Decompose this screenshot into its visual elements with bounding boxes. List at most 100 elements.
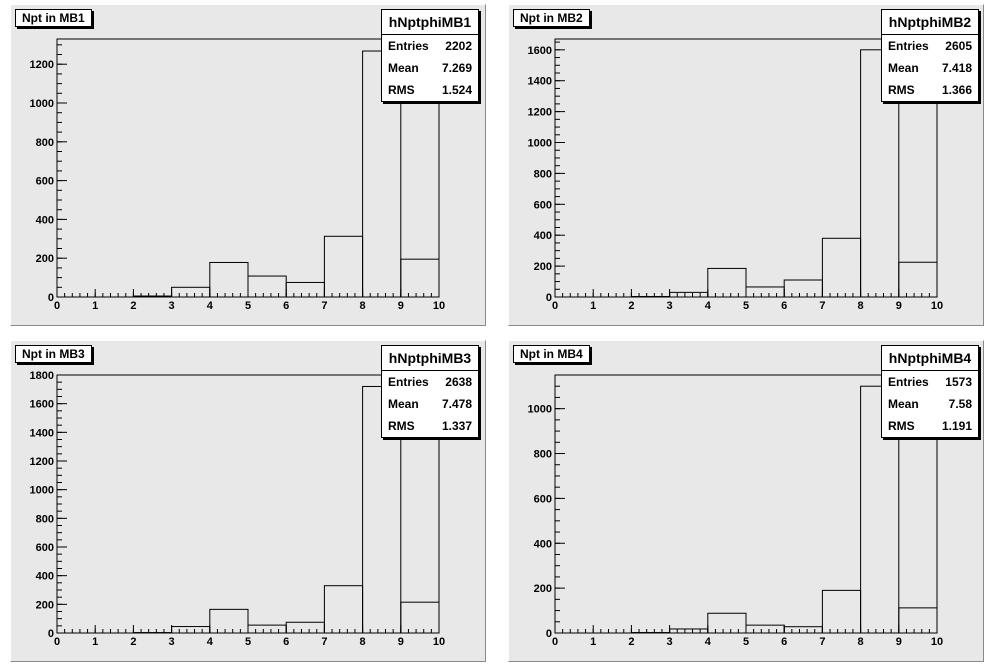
x-tick-label: 6	[781, 636, 787, 648]
x-tick-label: 2	[628, 636, 634, 648]
x-tick-label: 4	[705, 636, 712, 648]
histogram-bar	[209, 261, 249, 298]
x-tick-label: 1	[92, 300, 98, 312]
y-tick-label: 200	[36, 599, 54, 611]
y-tick-label: 200	[36, 253, 54, 265]
x-tick-label: 6	[283, 300, 289, 312]
histogram-bar	[860, 385, 900, 634]
stats-rms-label: RMS	[388, 83, 415, 97]
stats-rms-row: RMS 1.337	[382, 415, 478, 437]
histogram-pad-mb2: 0 1 2 3 4 5 6 7 8 9 10 0 200 400 600 800 1000 1200 1400 160…	[508, 4, 984, 326]
stats-entries-label: Entries	[888, 375, 929, 389]
histogram-bar	[669, 628, 709, 634]
histogram-title: Npt in MB3	[15, 345, 92, 363]
x-tick-label: 8	[858, 300, 864, 312]
x-tick-label: 8	[360, 300, 366, 312]
x-tick-label: 7	[321, 636, 327, 648]
histogram-pad-mb1: 0 1 2 3 4 5 6 7 8 9 10 0 200 400 600 800 1000 1200 Npt in…	[10, 4, 486, 326]
y-tick-label: 0	[546, 628, 552, 640]
y-tick-label: 400	[534, 230, 552, 242]
x-tick-label: 7	[819, 300, 825, 312]
histogram-pad-mb3: 0 1 2 3 4 5 6 7 8 9 10 0 200 400 600 800 1000 1200 1400 160…	[10, 340, 486, 662]
y-tick-label: 1200	[30, 456, 54, 468]
stats-entries-row: Entries 1573	[882, 371, 978, 393]
histogram-title: Npt in MB4	[513, 345, 590, 363]
plot-frame	[554, 374, 938, 634]
y-tick-label: 1400	[30, 427, 54, 439]
y-tick-label: 1600	[30, 399, 54, 411]
x-tick-label: 3	[667, 636, 673, 648]
y-tick-label: 0	[48, 292, 54, 304]
histogram-plot-mb2: 0 1 2 3 4 5 6 7 8 9 10 0 200 400 600 800 1000 1200 1400 160…	[528, 38, 943, 312]
x-tick-label: 0	[552, 636, 558, 648]
x-tick-label: 1	[590, 300, 596, 312]
x-tick-label: 2	[628, 300, 634, 312]
x-tick-label: 5	[743, 300, 749, 312]
stats-entries-row: Entries 2202	[382, 35, 478, 57]
histogram-bar	[400, 601, 440, 634]
x-tick-label: 3	[169, 636, 175, 648]
x-tick-label: 7	[819, 636, 825, 648]
histogram-bar	[898, 607, 938, 634]
stats-entries-row: Entries 2605	[882, 35, 978, 57]
x-tick-label: 6	[283, 636, 289, 648]
x-tick-label: 0	[54, 636, 60, 648]
stats-entries-value: 2605	[945, 39, 972, 53]
y-tick-label: 0	[546, 292, 552, 304]
y-tick-label: 400	[534, 538, 552, 550]
stats-rms-label: RMS	[888, 83, 915, 97]
histogram-bar	[323, 235, 364, 298]
x-tick-label: 9	[896, 300, 902, 312]
y-tick-label: 0	[48, 628, 54, 640]
stats-box: hNptphiMB1 Entries 2202 Mean 7.269 RMS 1.52…	[381, 9, 479, 102]
stats-mean-row: Mean 7.478	[382, 393, 478, 415]
y-tick-label: 800	[534, 449, 552, 461]
histogram-bar	[669, 291, 709, 298]
histogram-plot-mb3: 0 1 2 3 4 5 6 7 8 9 10 0 200 400 600 800 1000 1200 1400 160…	[30, 370, 446, 648]
histogram-bar	[860, 49, 900, 298]
stats-mean-label: Mean	[888, 397, 919, 411]
stats-rms-value: 1.524	[441, 83, 472, 97]
x-tick-label: 9	[398, 636, 404, 648]
y-tick-label: 1000	[30, 98, 54, 110]
histogram-bar	[783, 279, 823, 298]
histogram-bar	[783, 626, 823, 634]
y-tick-label: 800	[534, 168, 552, 180]
stats-histogram-name: hNptphiMB3	[382, 346, 478, 371]
stats-rms-value: 1.366	[941, 83, 972, 97]
histogram-pad-mb4: 0 1 2 3 4 5 6 7 8 9 10 0 200 400 600 800 1000 Npt in MB4…	[508, 340, 984, 662]
x-tick-label: 1	[590, 636, 596, 648]
stats-rms-value: 1.337	[441, 419, 472, 433]
stats-mean-row: Mean 7.418	[882, 57, 978, 79]
y-tick-label: 1000	[30, 485, 54, 497]
x-tick-label: 3	[169, 300, 175, 312]
y-tick-label: 600	[534, 493, 552, 505]
y-tick-label: 1400	[528, 76, 552, 88]
histogram-bar	[745, 286, 785, 298]
histogram-title: Npt in MB1	[15, 9, 92, 27]
y-tick-label: 800	[36, 513, 54, 525]
histogram-bar	[132, 295, 173, 298]
x-tick-label: 5	[245, 636, 251, 648]
y-tick-label: 600	[36, 542, 54, 554]
x-tick-label: 10	[931, 636, 943, 648]
y-tick-label: 200	[534, 261, 552, 273]
y-tick-label: 1600	[528, 45, 552, 57]
histogram-plot-mb4: 0 1 2 3 4 5 6 7 8 9 10 0 200 400 600 800 1000	[528, 374, 943, 648]
y-tick-label: 1800	[30, 370, 54, 382]
x-tick-label: 4	[207, 636, 214, 648]
stats-mean-label: Mean	[388, 61, 419, 75]
histogram-bar	[247, 624, 287, 634]
stats-entries-value: 1573	[945, 375, 972, 389]
x-tick-label: 2	[130, 636, 136, 648]
y-tick-label: 400	[36, 214, 54, 226]
histogram-bar	[707, 267, 747, 298]
stats-rms-row: RMS 1.366	[882, 79, 978, 101]
x-tick-label: 3	[667, 300, 673, 312]
stats-mean-value: 7.418	[941, 61, 972, 75]
y-tick-label: 800	[36, 137, 54, 149]
x-tick-label: 4	[207, 300, 214, 312]
x-tick-label: 0	[54, 300, 60, 312]
stats-rms-value: 1.191	[941, 419, 972, 433]
histogram-bar	[400, 258, 440, 298]
